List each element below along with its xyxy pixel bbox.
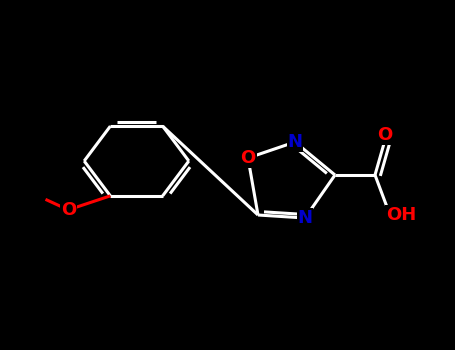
Text: N: N bbox=[288, 133, 303, 151]
Text: OH: OH bbox=[386, 206, 416, 224]
Text: O: O bbox=[61, 201, 76, 219]
Text: O: O bbox=[377, 126, 393, 144]
Text: N: N bbox=[298, 209, 313, 227]
Text: O: O bbox=[240, 149, 256, 167]
